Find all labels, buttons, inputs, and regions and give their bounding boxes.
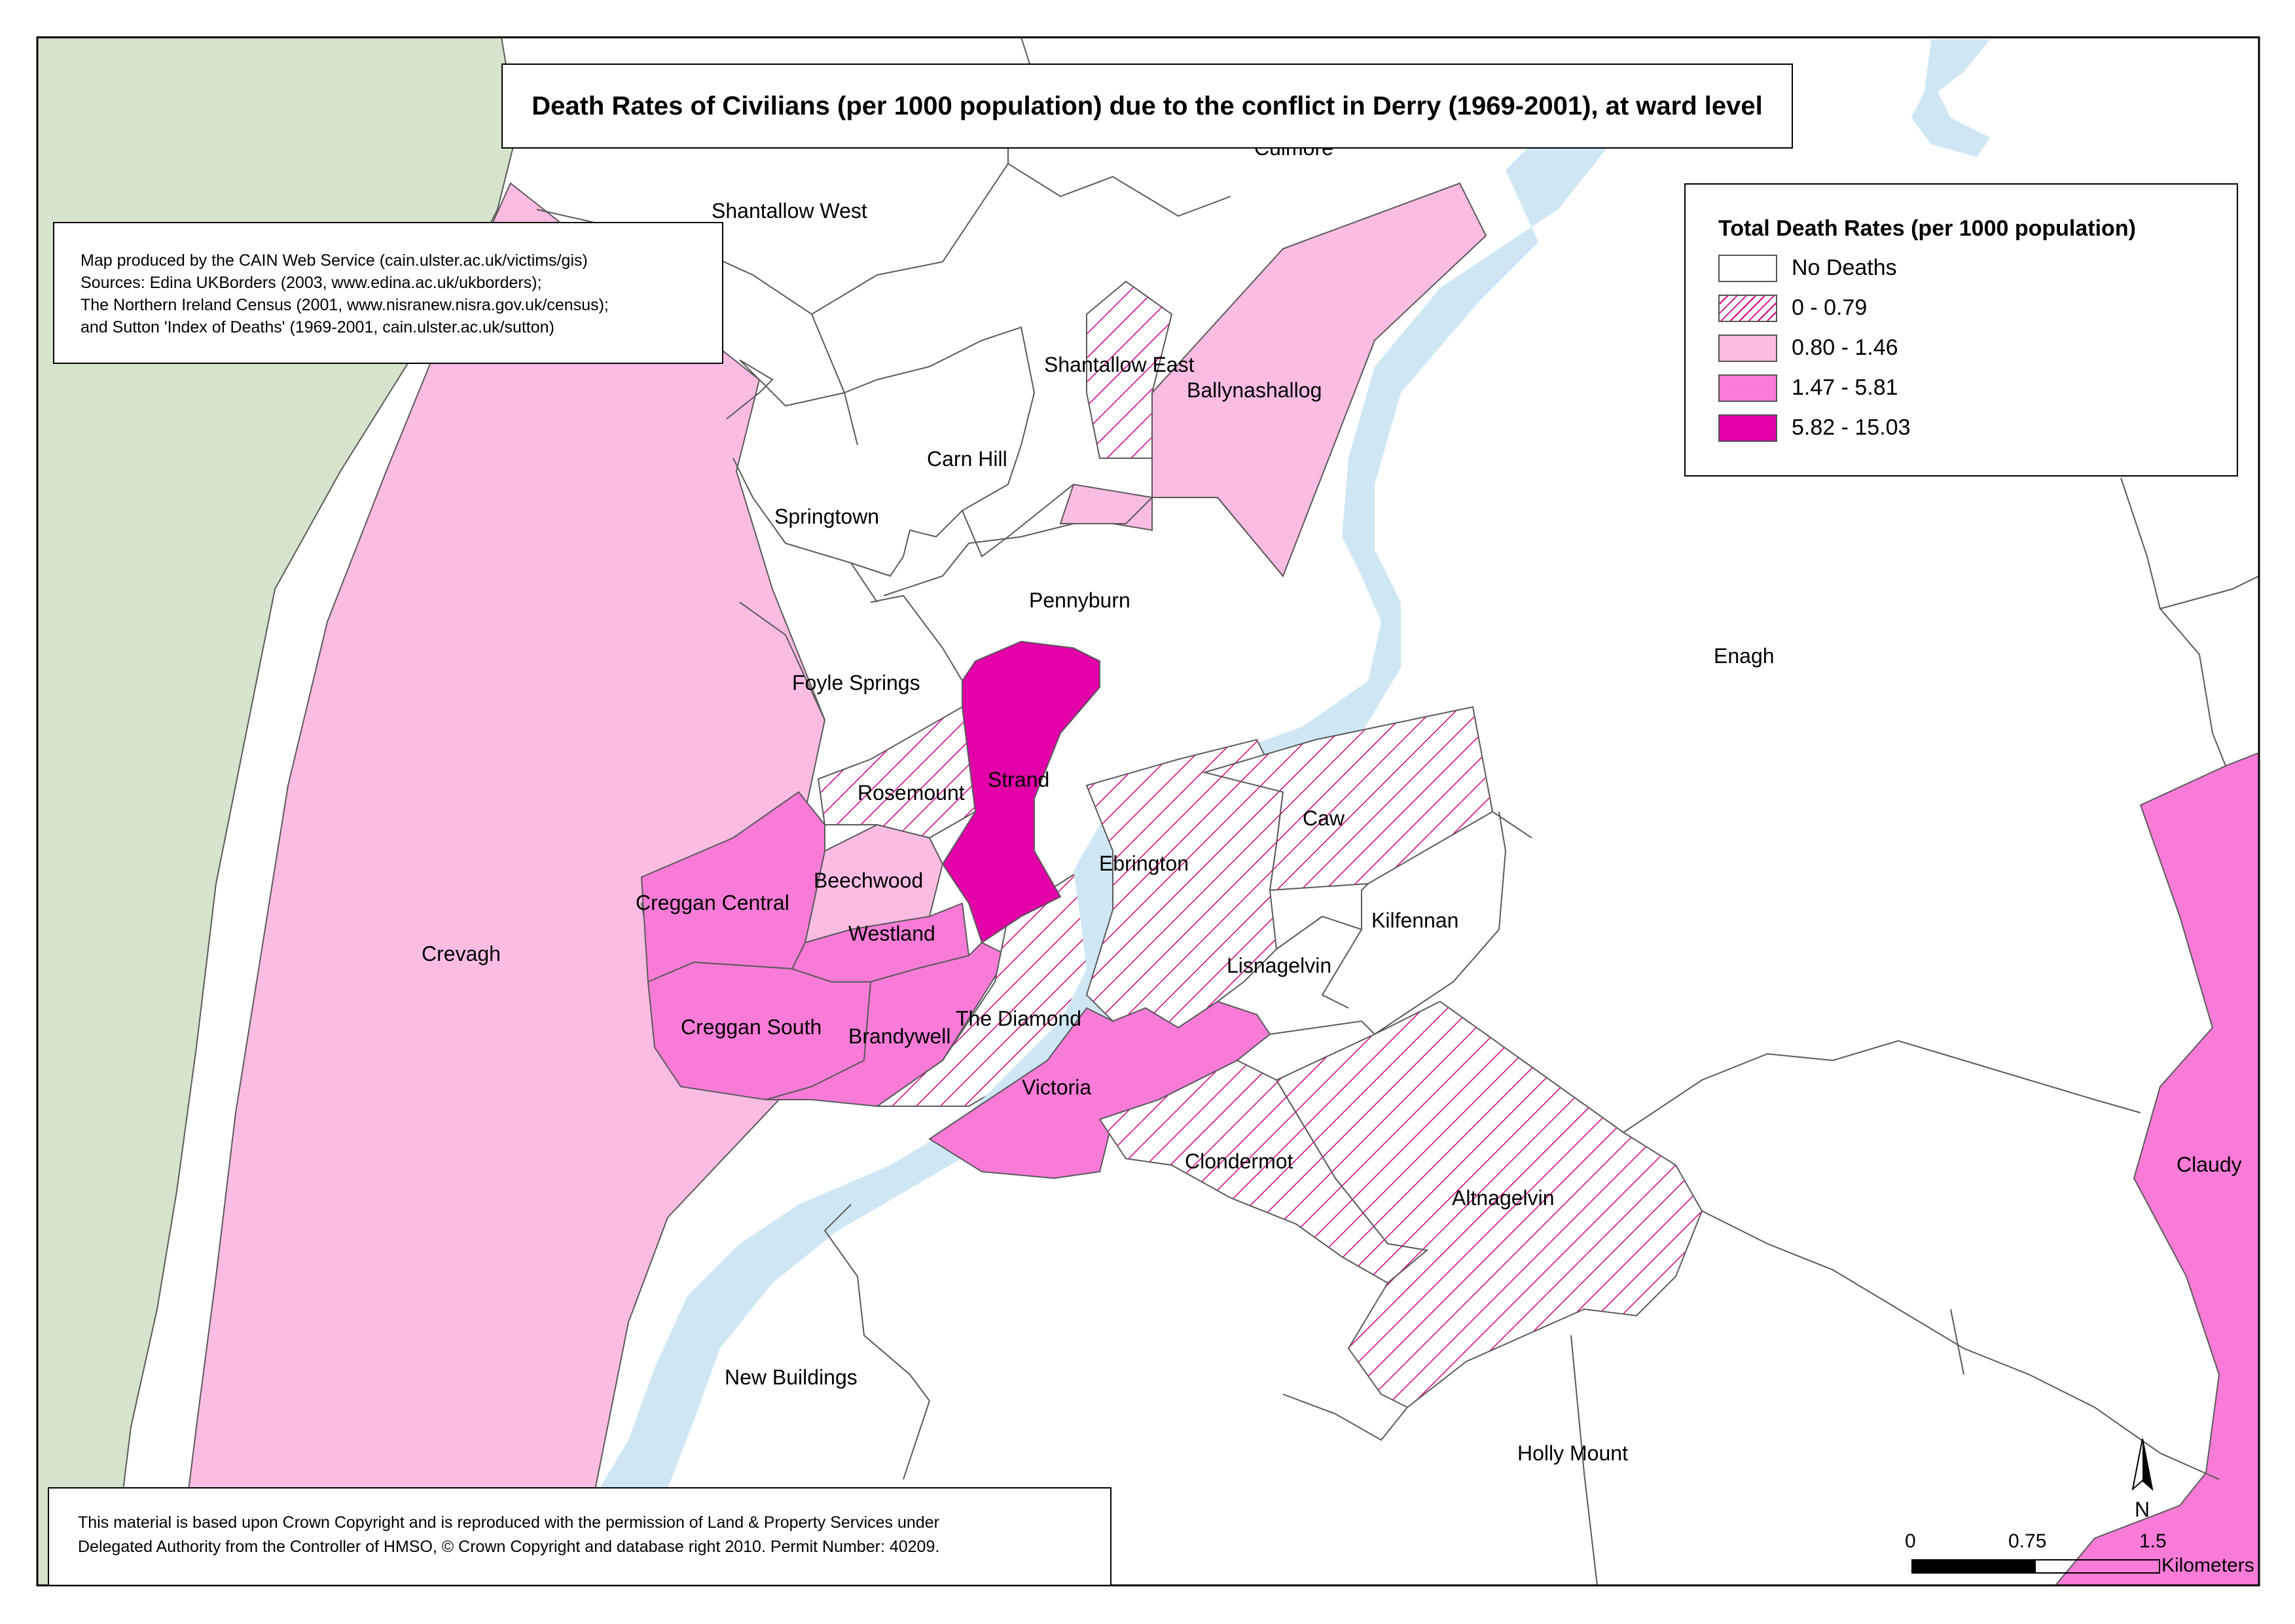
land-west — [37, 37, 518, 1586]
label-springtown: Springtown — [774, 505, 879, 528]
legend-label: 0 - 0.79 — [1792, 295, 1868, 320]
label-creggan-south: Creggan South — [681, 1015, 822, 1039]
label-caw: Caw — [1303, 806, 1345, 830]
north-arrow-label: N — [2135, 1498, 2150, 1521]
label-carn-hill: Carn Hill — [927, 447, 1007, 471]
legend: Total Death Rates (per 1000 population) … — [1684, 183, 2238, 477]
scale-tick-1.5: 1.5 — [2139, 1530, 2167, 1552]
legend-item-5.82-15.03: 5.82 - 15.03 — [1718, 408, 2237, 448]
scale-tick-0.75: 0.75 — [2008, 1530, 2047, 1552]
label-strand: Strand — [988, 768, 1049, 791]
label-ebrington: Ebrington — [1099, 852, 1189, 875]
label-clondermot: Clondermot — [1185, 1149, 1293, 1173]
label-crevagh: Crevagh — [422, 942, 501, 965]
ward-labels: Culmore Shantallow West Shantallow East … — [422, 136, 2242, 1465]
legend-label: No Deaths — [1792, 255, 1897, 280]
label-westland: Westland — [848, 922, 935, 945]
scale-tick-0: 0 — [1905, 1530, 1916, 1552]
ward-strand[interactable] — [941, 640, 1100, 944]
map-title-box: Death Rates of Civilians (per 1000 popul… — [501, 63, 1793, 149]
scale-bar — [1911, 1559, 2160, 1574]
legend-item-0-0.79: 0 - 0.79 — [1718, 288, 2237, 328]
label-kilfennan: Kilfennan — [1371, 909, 1458, 932]
legend-label: 1.47 - 5.81 — [1792, 375, 1898, 400]
ward-shantallow-east[interactable] — [1086, 280, 1173, 459]
credit-line: The Northern Ireland Census (2001, www.n… — [81, 296, 609, 314]
legend-item-no-deaths: No Deaths — [1718, 248, 2237, 288]
legend-title: Total Death Rates (per 1000 population) — [1718, 216, 2136, 241]
label-brandywell: Brandywell — [848, 1024, 951, 1048]
legend-swatch — [1718, 294, 1777, 322]
ward-rosemount[interactable] — [817, 706, 977, 839]
legend-label: 5.82 - 15.03 — [1792, 415, 1911, 440]
legend-item-0.80-1.46: 0.80 - 1.46 — [1718, 328, 2237, 368]
credits-box: Map produced by the CAIN Web Service (ca… — [53, 222, 723, 364]
label-shantallow-west: Shantallow West — [712, 199, 867, 223]
legend-item-1.47-5.81: 1.47 - 5.81 — [1718, 368, 2237, 408]
ward-ballynashallog-south[interactable] — [1059, 483, 1153, 532]
ward-crevagh[interactable] — [175, 182, 826, 1586]
ward-boundaries — [536, 37, 2260, 1586]
copyright-line: Delegated Authority from the Controller … — [78, 1538, 940, 1556]
credit-line: Sources: Edina UKBorders (2003, www.edin… — [81, 274, 542, 292]
legend-swatch — [1718, 374, 1777, 402]
ward-altnagelvin[interactable] — [1275, 1000, 1703, 1409]
legend-swatch — [1718, 254, 1777, 282]
legend-swatch — [1718, 334, 1777, 362]
label-beechwood: Beechwood — [814, 869, 923, 892]
label-new-buildings: New Buildings — [725, 1365, 858, 1389]
legend-swatch — [1718, 414, 1777, 442]
label-creggan-central: Creggan Central — [636, 891, 789, 914]
credit-line: Map produced by the CAIN Web Service (ca… — [81, 251, 588, 270]
label-rosemount: Rosemount — [858, 781, 965, 804]
map-frame — [36, 36, 2260, 1587]
label-pennyburn: Pennyburn — [1029, 588, 1130, 612]
north-arrow: N — [2131, 1438, 2154, 1521]
label-victoria: Victoria — [1022, 1075, 1091, 1099]
label-the-diamond: The Diamond — [956, 1007, 1081, 1030]
label-lisnagelvin: Lisnagelvin — [1227, 954, 1331, 977]
credit-line: and Sutton 'Index of Deaths' (1969-2001,… — [81, 318, 554, 336]
ward-claudy[interactable] — [2053, 751, 2260, 1586]
scale-unit: Kilometers — [2161, 1555, 2254, 1576]
copyright-line: This material is based upon Crown Copyri… — [78, 1513, 939, 1532]
label-holly-mount: Holly Mount — [1517, 1441, 1628, 1465]
label-foyle-springs: Foyle Springs — [792, 671, 920, 695]
label-ballynashallog: Ballynashallog — [1187, 378, 1322, 402]
copyright-box: This material is based upon Crown Copyri… — [48, 1487, 1111, 1586]
map-title: Death Rates of Civilians (per 1000 popul… — [532, 91, 1763, 120]
label-enagh: Enagh — [1714, 644, 1775, 668]
label-shantallow-east: Shantallow East — [1044, 353, 1195, 376]
legend-label: 0.80 - 1.46 — [1792, 335, 1898, 360]
label-claudy: Claudy — [2177, 1153, 2242, 1176]
label-altnagelvin: Altnagelvin — [1452, 1186, 1555, 1210]
